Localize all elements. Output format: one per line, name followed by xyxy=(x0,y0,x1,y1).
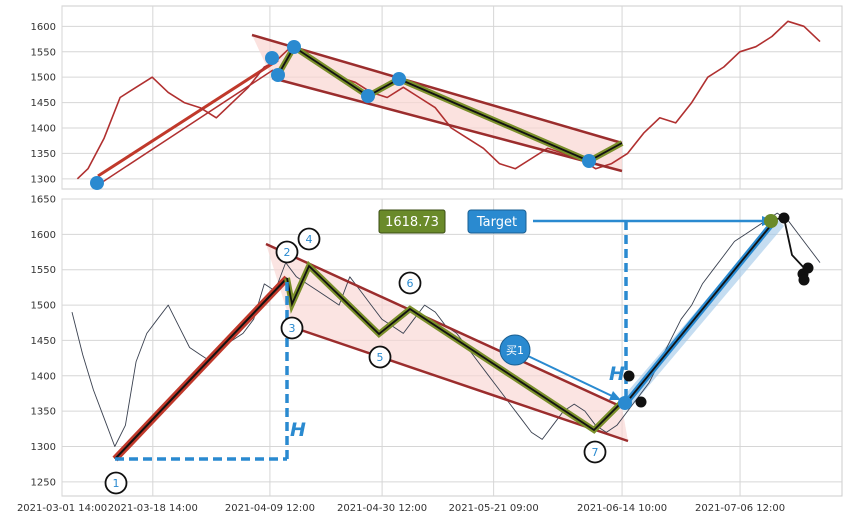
top-channel-upper xyxy=(251,33,623,145)
top-channel-lower xyxy=(271,76,623,173)
h-label-left: H xyxy=(290,419,306,441)
top-trend-line-thin xyxy=(97,69,274,186)
pivot-label-4-text: 4 xyxy=(306,233,313,246)
top-price-line xyxy=(76,20,821,180)
pivot-label-7: 7 xyxy=(583,440,607,464)
top-y-tick-label: 1300 xyxy=(31,174,56,185)
top-pivot-marker xyxy=(271,68,285,82)
breakout-marker xyxy=(618,396,632,410)
x-tick-label: 2021-03-18 14:00 xyxy=(108,503,198,514)
bottom-y-tick-label: 1350 xyxy=(31,407,56,418)
bottom-x-axis: 2021-03-01 14:00 2021-03-18 14:00 2021-04-… xyxy=(17,503,785,514)
bottom-channel-upper xyxy=(265,242,623,409)
x-tick-label: 2021-04-09 12:00 xyxy=(225,503,315,514)
bottom-y-tick-label: 1450 xyxy=(31,336,56,347)
breakout-leg-black xyxy=(625,218,777,404)
value-box xyxy=(378,209,446,234)
top-y-tick-label: 1500 xyxy=(31,73,56,84)
trade-marker xyxy=(635,396,647,408)
pivot-label-3: 3 xyxy=(280,316,304,340)
top-pivot-marker xyxy=(287,40,301,54)
top-y-tick-label: 1400 xyxy=(31,124,56,135)
bottom-y-axis: 1250 1300 1350 1400 1450 1500 1550 1600 1650 xyxy=(31,195,56,489)
pivot-label-6: 6 xyxy=(398,271,422,295)
pivot-label-2: 2 xyxy=(275,240,299,264)
top-pivot-marker xyxy=(361,89,375,103)
target-box-text: Target xyxy=(476,215,517,230)
bottom-y-tick-label: 1400 xyxy=(31,371,56,382)
pivot-label-1-text: 1 xyxy=(113,477,120,490)
trade-marker xyxy=(798,274,810,286)
bottom-y-tick-label: 1250 xyxy=(31,477,56,488)
x-tick-label: 2021-07-06 12:00 xyxy=(695,503,785,514)
bottom-panel-overlay: 1 2 3 4 5 6 7 H H 1618.73 xyxy=(104,209,814,495)
trade-marker xyxy=(623,370,635,382)
bottom-y-tick-label: 1500 xyxy=(31,301,56,312)
buy-arrow-line xyxy=(527,355,613,397)
target-box xyxy=(467,209,527,234)
pivot-label-3-text: 3 xyxy=(289,322,296,335)
buy-signal-text: 买1 xyxy=(506,344,524,357)
impulse-leg-black xyxy=(114,277,288,460)
bottom-y-tick-label: 1550 xyxy=(31,265,56,276)
pivot-label-1: 1 xyxy=(104,471,128,495)
top-pivot-marker xyxy=(265,51,279,65)
bottom-channel-lower xyxy=(291,325,629,443)
top-panel-overlay xyxy=(90,33,624,190)
top-pivot-marker xyxy=(582,154,596,168)
top-y-tick-label: 1550 xyxy=(31,47,56,58)
top-pivot-marker xyxy=(90,176,104,190)
pivot-label-5-text: 5 xyxy=(377,351,384,364)
pivot-label-2-text: 2 xyxy=(284,246,291,259)
x-tick-label: 2021-03-01 14:00 xyxy=(17,503,107,514)
top-y-axis: 1300 1350 1400 1450 1500 1550 1600 xyxy=(31,22,56,185)
buy-signal-badge xyxy=(499,334,531,366)
top-y-tick-label: 1350 xyxy=(31,149,56,160)
trade-marker xyxy=(778,212,790,224)
top-price-series xyxy=(76,20,821,180)
top-trend-line-thick xyxy=(97,58,279,178)
bottom-zigzag-black xyxy=(286,264,625,432)
x-tick-label: 2021-04-30 12:00 xyxy=(337,503,427,514)
pivot-label-5: 5 xyxy=(368,345,392,369)
target-marker xyxy=(764,214,778,228)
x-tick-label: 2021-05-21 09:00 xyxy=(449,503,539,514)
bottom-y-tick-label: 1300 xyxy=(31,442,56,453)
pivot-label-6-text: 6 xyxy=(407,277,414,290)
trade-marker xyxy=(802,262,814,274)
bottom-y-tick-label: 1600 xyxy=(31,230,56,241)
x-tick-label: 2021-06-14 10:00 xyxy=(577,503,667,514)
h-label-right: H xyxy=(609,363,625,385)
top-y-tick-label: 1600 xyxy=(31,22,56,33)
pivot-label-7-text: 7 xyxy=(592,446,599,459)
top-pivot-marker xyxy=(392,72,406,86)
buy-arrow-head xyxy=(609,391,621,400)
value-box-text: 1618.73 xyxy=(385,215,439,230)
pivot-label-4: 4 xyxy=(297,227,321,251)
top-y-tick-label: 1450 xyxy=(31,98,56,109)
bottom-y-tick-label: 1650 xyxy=(31,195,56,206)
